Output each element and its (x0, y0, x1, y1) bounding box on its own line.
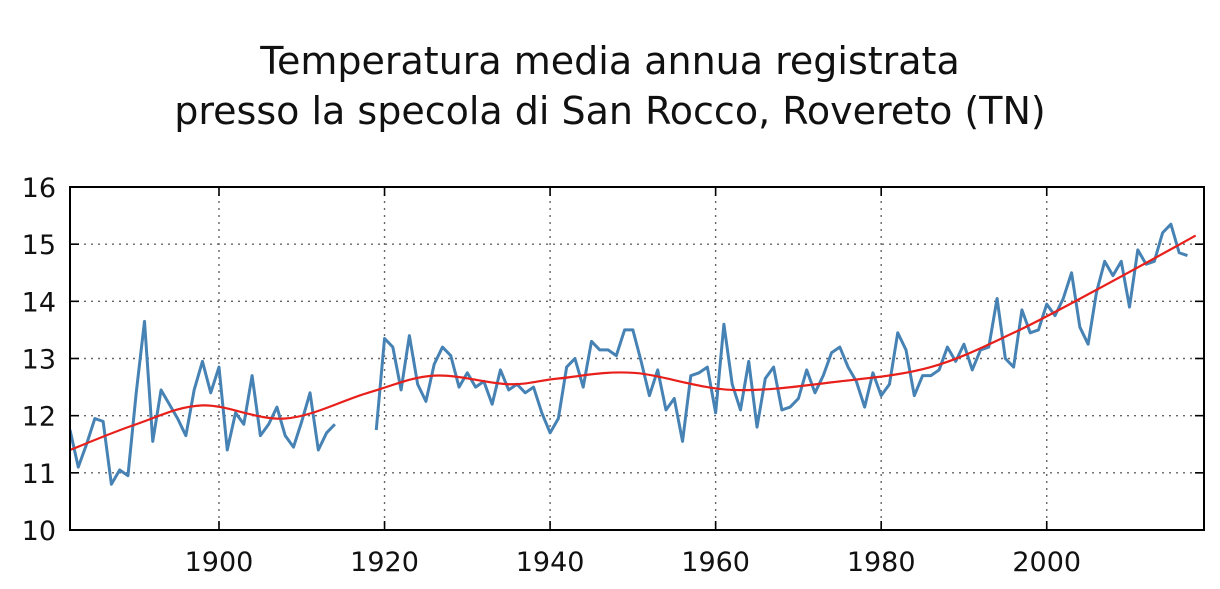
y-tick-label-13: 13 (22, 345, 56, 376)
trend-line (70, 234, 1197, 451)
x-tick-label-1980: 1980 (847, 547, 916, 578)
axes (69, 186, 1205, 531)
y-tick-label-16: 16 (22, 173, 56, 204)
y-tick-label-10: 10 (22, 516, 56, 547)
series-lines (70, 222, 1197, 486)
x-tick-label-1920: 1920 (350, 547, 419, 578)
tick-labels: 1900 1920 1940 1960 1980 2000 10 11 12 13 14 15 16 (22, 173, 1081, 578)
grid-lines (70, 187, 1204, 530)
y-tick-label-14: 14 (22, 287, 56, 318)
chart-title-line-2: presso la specola di San Rocco, Rovereto… (174, 89, 1046, 133)
x-tick-label-2000: 2000 (1012, 547, 1081, 578)
observed-line-segment-2 (374, 222, 1188, 443)
x-tick-label-1940: 1940 (516, 547, 585, 578)
observed-line-segment-1 (70, 319, 336, 486)
y-tick-label-12: 12 (22, 402, 56, 433)
x-tick-label-1900: 1900 (185, 547, 254, 578)
x-tick-label-1960: 1960 (681, 547, 750, 578)
y-tick-label-11: 11 (22, 459, 56, 490)
y-tick-label-15: 15 (22, 230, 56, 261)
chart-title-line-1: Temperatura media annua registrata (260, 39, 960, 83)
